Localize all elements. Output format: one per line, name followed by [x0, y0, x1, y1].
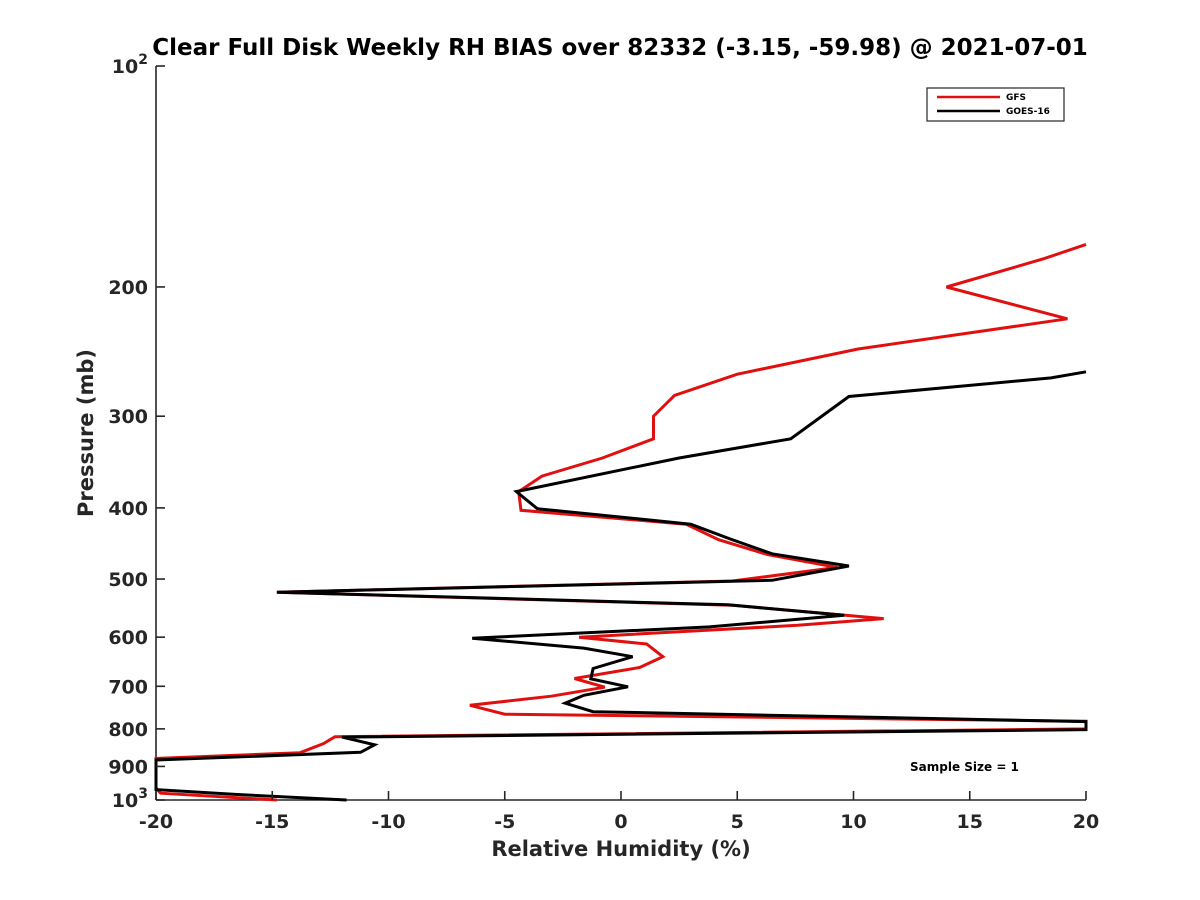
y-tick-exponent: 2 [138, 52, 148, 68]
x-tick-label: -10 [371, 811, 405, 833]
y-tick-label: 700 [108, 676, 148, 698]
x-tick-label: 20 [1073, 811, 1099, 833]
y-tick-label: 200 [108, 277, 148, 299]
y-tick-base: 10 [112, 56, 138, 78]
x-axis-ticks: -20 -15 -10 -5 0 5 10 15 20 [139, 791, 1099, 833]
x-tick-label: 0 [614, 811, 627, 833]
y-tick-label: 300 [108, 406, 148, 428]
y-tick-label: 900 [108, 756, 148, 778]
y-tick-label: 500 [108, 569, 148, 591]
x-tick-label: -15 [255, 811, 289, 833]
legend-box [926, 87, 1065, 122]
legend-label-goes16: GOES-16 [1006, 107, 1050, 117]
y-tick-exponent: 3 [138, 786, 148, 802]
x-tick-label: 5 [731, 811, 744, 833]
series-line-goes16 [154, 370, 1088, 802]
x-axis-label: Relative Humidity (%) [491, 837, 750, 861]
y-tick-label: 800 [108, 719, 148, 741]
x-tick-label: -20 [139, 811, 173, 833]
y-tick-label-power: 103 [112, 786, 148, 812]
x-tick-label: 10 [840, 811, 866, 833]
x-tick-label: 15 [957, 811, 983, 833]
y-tick-label-power: 102 [112, 52, 148, 78]
x-tick-label: -5 [494, 811, 515, 833]
series-layer [154, 242, 1088, 802]
y-axis-label: Pressure (mb) [74, 349, 98, 517]
y-tick-label: 600 [108, 627, 148, 649]
legend: GFS GOES-16 [926, 87, 1065, 122]
sample-size-annotation: Sample Size = 1 [910, 760, 1019, 774]
chart-title: Clear Full Disk Weekly RH BIAS over 8233… [152, 35, 1088, 61]
y-tick-base: 10 [112, 790, 138, 812]
y-tick-label: 400 [108, 498, 148, 520]
legend-label-gfs: GFS [1006, 93, 1026, 103]
